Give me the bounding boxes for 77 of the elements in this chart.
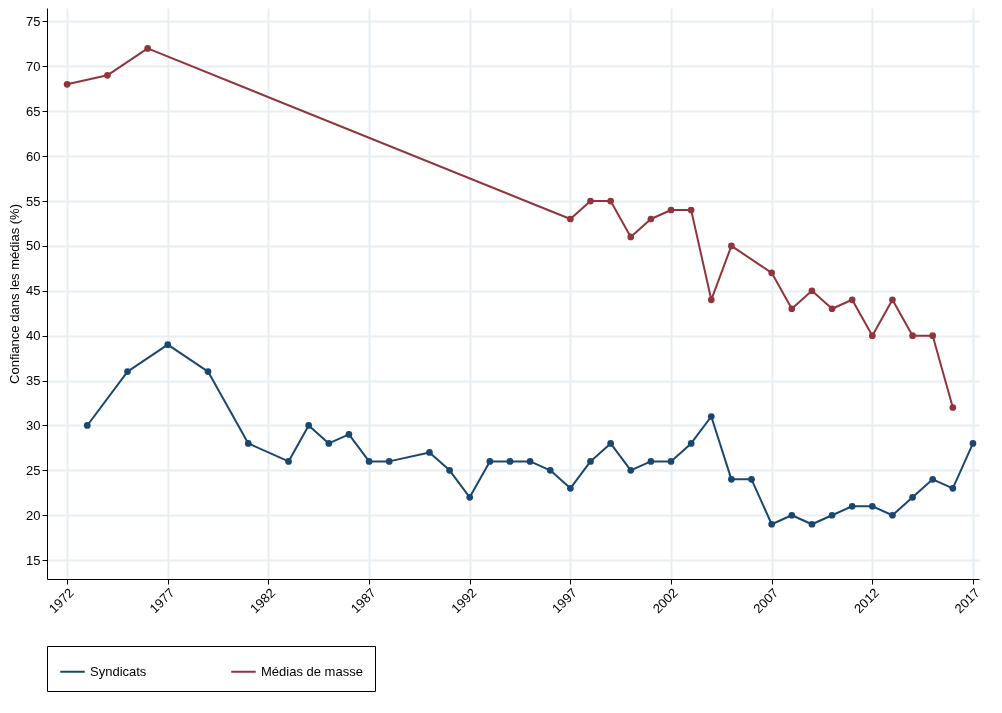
point	[647, 215, 655, 223]
point	[909, 332, 916, 340]
point	[929, 476, 937, 483]
point	[848, 502, 856, 510]
y-tick-label: 55	[26, 193, 41, 209]
y-tick-label: 65	[26, 103, 41, 119]
point	[627, 467, 635, 474]
point	[446, 467, 453, 474]
point	[868, 332, 876, 340]
point	[63, 80, 71, 88]
y-tick-label: 60	[26, 148, 41, 164]
point	[748, 476, 755, 483]
y-tick-label: 15	[26, 552, 41, 568]
point	[486, 458, 494, 465]
point	[889, 511, 896, 519]
point	[949, 404, 957, 411]
point	[506, 458, 514, 465]
point	[587, 197, 594, 205]
y-tick-label: 75	[26, 13, 41, 29]
point	[687, 206, 695, 214]
point	[567, 484, 574, 492]
point	[546, 467, 554, 474]
y-tick-label: 35	[26, 373, 41, 389]
y-tick-label: 30	[26, 417, 41, 433]
point	[808, 287, 816, 295]
point	[607, 440, 614, 447]
point	[848, 296, 856, 304]
point	[426, 449, 433, 456]
point	[607, 197, 614, 205]
y-tick-label: 20	[26, 507, 41, 523]
legend-label: Syndicats	[90, 663, 147, 679]
point	[244, 440, 252, 447]
point	[768, 269, 776, 277]
y-axis-title: Confiance dans les médias (%)	[7, 204, 23, 384]
point	[144, 45, 151, 52]
point	[667, 206, 675, 214]
legend-label: Médias de masse	[261, 663, 363, 679]
point	[164, 341, 172, 349]
point	[687, 440, 695, 447]
point	[83, 422, 91, 429]
point	[305, 422, 313, 429]
point	[204, 368, 212, 375]
point	[627, 233, 635, 241]
point	[929, 332, 937, 340]
point	[909, 493, 916, 501]
point	[788, 511, 796, 519]
point	[828, 305, 836, 313]
point	[466, 493, 474, 501]
y-tick-label: 40	[26, 328, 41, 344]
point	[808, 520, 816, 528]
point	[587, 458, 594, 465]
point	[768, 520, 776, 528]
point	[345, 431, 353, 438]
y-tick-label: 25	[26, 462, 41, 478]
point	[868, 502, 876, 510]
point	[728, 476, 735, 483]
point	[969, 440, 977, 447]
point	[728, 242, 735, 250]
point	[526, 458, 534, 465]
y-tick-label: 70	[26, 58, 41, 74]
point	[889, 296, 896, 304]
point	[707, 413, 715, 420]
point	[124, 368, 131, 375]
point	[788, 305, 796, 313]
point	[667, 458, 675, 465]
point	[707, 296, 715, 304]
point	[285, 458, 292, 465]
point	[104, 71, 111, 79]
point	[647, 458, 655, 465]
point	[365, 458, 373, 465]
point	[567, 215, 574, 223]
point	[949, 484, 957, 492]
y-tick-label: 45	[26, 283, 41, 299]
point	[828, 511, 836, 519]
y-tick-label: 50	[26, 238, 41, 254]
point	[385, 458, 393, 465]
point	[325, 440, 333, 447]
